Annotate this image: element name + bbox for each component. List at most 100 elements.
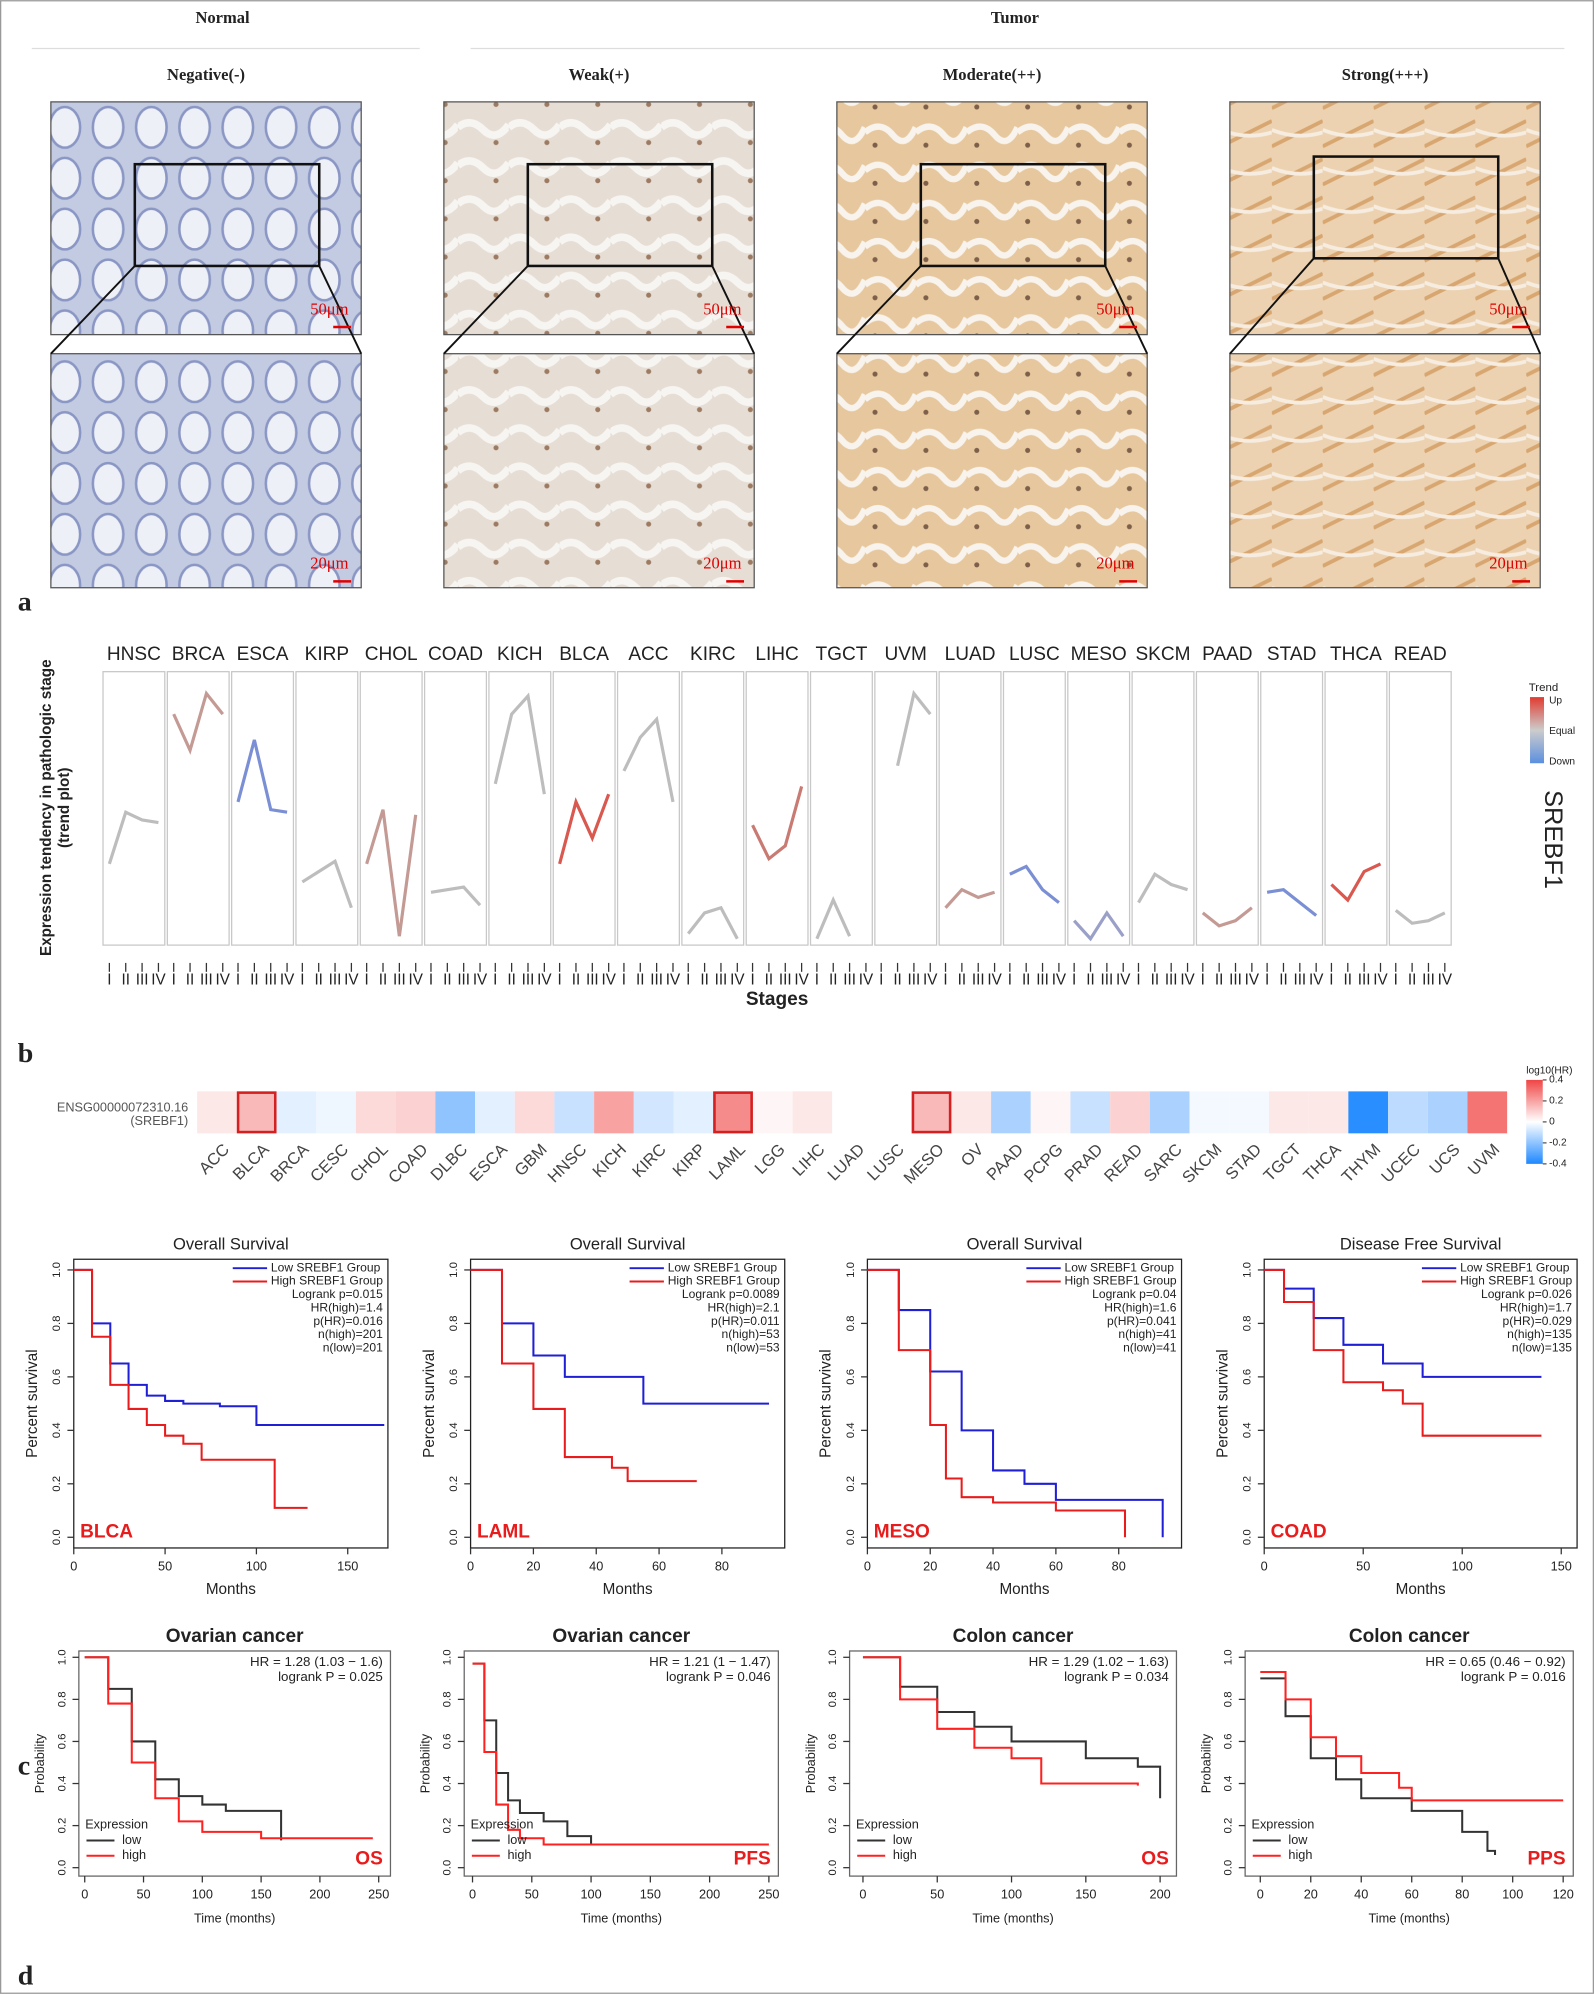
heat-cell	[911, 1091, 952, 1134]
legend-label: Up	[1549, 696, 1562, 707]
column-title: Strong(+++)	[1342, 65, 1429, 84]
survival-curve	[472, 1662, 603, 1846]
x-axis-label: Time (months)	[581, 1911, 662, 1926]
facet-title: LIHC	[755, 644, 799, 665]
facet-title: TGCT	[815, 644, 867, 665]
highlight-box	[236, 1091, 277, 1134]
x-tick-label: 0	[469, 1887, 476, 1902]
survival-curve	[1264, 1268, 1542, 1437]
stage-label: III	[1422, 972, 1435, 989]
x-tick-label: 50	[136, 1887, 150, 1902]
y-tick-label: 1.0	[442, 1649, 454, 1665]
trend-line	[430, 885, 482, 907]
stage-label: II	[250, 972, 258, 989]
scale-label: 50μm	[703, 299, 741, 318]
stat-label: Logrank p=0.015	[292, 1287, 383, 1301]
heat-cell	[197, 1091, 237, 1134]
stage-label: I	[365, 972, 369, 989]
legend-label: High SREBF1 Group	[271, 1274, 383, 1288]
facet-frame	[616, 671, 680, 946]
scale-label: 20μm	[1489, 554, 1527, 573]
chart-title: Disease Free Survival	[1340, 1235, 1502, 1254]
y-tick-label: 1.0	[1223, 1649, 1235, 1665]
y-tick-label: 0.4	[51, 1422, 63, 1439]
legend-gradient	[1530, 697, 1545, 764]
survival-curve	[867, 1268, 1127, 1538]
gene-label: SREBF1	[1539, 790, 1567, 889]
trend-line	[1201, 906, 1253, 928]
heat-cell	[1030, 1091, 1071, 1134]
stage-label: III	[393, 972, 406, 989]
survival-curve	[1260, 1677, 1497, 1856]
x-tick-label: 0	[81, 1887, 88, 1902]
scale-label: 50μm	[1489, 299, 1527, 318]
facet-frame	[552, 671, 616, 946]
facet-title: BLCA	[559, 644, 609, 665]
colorbar-label: 0.2	[1549, 1096, 1563, 1107]
heat-cell	[236, 1091, 277, 1134]
trend-line	[1137, 871, 1189, 904]
x-axis-label: Months	[999, 1581, 1049, 1598]
y-tick-label: 0.2	[56, 1818, 68, 1834]
stage-label: IV	[1245, 972, 1260, 989]
heat-cell	[475, 1091, 515, 1134]
stat-label: HR(high)=1.4	[311, 1300, 383, 1314]
trend-line	[1394, 909, 1446, 925]
stage-label: IV	[859, 972, 874, 989]
stage-label: IV	[1116, 972, 1131, 989]
scale-label: 20μm	[1096, 554, 1134, 573]
y-tick-label: 0.8	[845, 1315, 857, 1331]
heat-cell	[1467, 1091, 1508, 1134]
y-tick-label: 0.0	[448, 1529, 460, 1545]
facet-title: KIRC	[690, 644, 736, 665]
x-tick-label: 0	[864, 1558, 871, 1573]
y-axis-label: Probability	[1198, 1733, 1213, 1793]
heat-cell	[1229, 1091, 1269, 1134]
trend-line	[1266, 888, 1318, 917]
tag-label: PPS	[1527, 1849, 1565, 1870]
facet-title: MESO	[1071, 644, 1127, 665]
y-tick-label: 1.0	[1242, 1262, 1254, 1278]
stage-label: III	[1101, 972, 1114, 989]
stage-label: II	[507, 972, 515, 989]
y-axis-label: Percent survival	[421, 1349, 438, 1458]
y-tick-label: 0.8	[827, 1691, 839, 1707]
stage-label: I	[1329, 972, 1333, 989]
stage-label: II	[1344, 972, 1352, 989]
stage-label: III	[843, 972, 856, 989]
x-tick-label: 0	[859, 1887, 866, 1902]
tag-label: COAD	[1271, 1522, 1327, 1543]
facet-title: KICH	[497, 644, 543, 665]
legend-title: Expression	[471, 1817, 534, 1832]
facet-frame	[681, 671, 745, 946]
stat-label: logrank P = 0.034	[1064, 1669, 1169, 1684]
panel-label: d	[18, 1960, 34, 1991]
plot-frame	[848, 1650, 1178, 1877]
stage-label: I	[750, 972, 754, 989]
row-label: ENSG00000072310.16	[57, 1099, 188, 1114]
stage-label: II	[572, 972, 580, 989]
stage-label: I	[300, 972, 304, 989]
stage-label: II	[379, 972, 387, 989]
trend-line	[493, 692, 546, 795]
legend-label: Down	[1549, 757, 1575, 768]
y-tick-label: 0.8	[448, 1315, 460, 1331]
stat-label: logrank P = 0.025	[278, 1669, 383, 1684]
stat-label: Logrank p=0.026	[1481, 1287, 1572, 1301]
legend-label: high	[507, 1847, 531, 1862]
x-axis-label: Time (months)	[1368, 1911, 1449, 1926]
stat-label: p(HR)=0.029	[1502, 1314, 1572, 1328]
heat-cell	[1308, 1091, 1349, 1134]
stat-label: n(high)=135	[1507, 1327, 1572, 1341]
x-tick-label: 100	[246, 1558, 267, 1573]
heat-cell	[871, 1091, 912, 1134]
stat-label: n(low)=201	[323, 1340, 383, 1354]
stage-label: IV	[280, 972, 295, 989]
facet-frame	[1324, 671, 1388, 946]
facet-frame	[102, 671, 166, 946]
survival-curve	[867, 1268, 1164, 1538]
stage-label: III	[136, 972, 149, 989]
survival-curve	[470, 1268, 697, 1483]
stage-label: I	[1394, 972, 1398, 989]
y-tick-label: 0.2	[845, 1476, 857, 1492]
